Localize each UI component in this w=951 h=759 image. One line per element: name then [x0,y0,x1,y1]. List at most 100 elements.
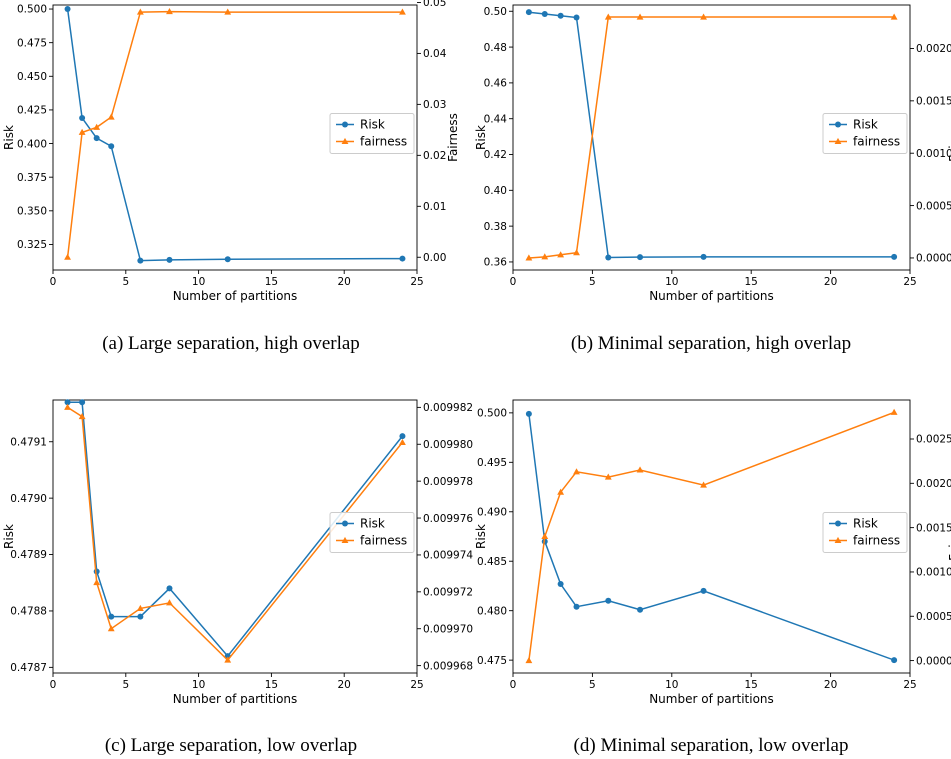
fairness-point [224,656,232,663]
fairness-point [525,254,533,261]
legend-label: fairness [360,135,407,149]
y2-tick-label: 0.009982 [423,402,473,414]
fairness-point [541,532,549,540]
y2-tick-label: 0.0010 [916,148,951,160]
y2-tick-label: 0.009968 [423,660,473,672]
y2-tick-label: 0.009976 [423,513,473,525]
risk-point [166,256,173,263]
legend-box [329,113,415,154]
x-axis-label: Number of partitions [173,289,298,303]
y2-tick-label: 0.01 [423,201,446,213]
x-tick-label: 20 [824,276,837,288]
y-tick-label: 0.475 [477,655,507,667]
series-line-fairness [67,406,403,662]
y2-tick-label: 0.02 [423,150,446,162]
y-tick-label: 0.375 [17,172,47,184]
risk-point [637,606,644,613]
risk-point [557,580,564,587]
risk-point [525,9,532,16]
x-tick-label: 10 [192,276,205,288]
x-tick-label: 10 [665,276,678,288]
y2-tick-label: 0.0015 [916,522,951,534]
risk-point [108,143,115,150]
y2-tick-label: 0.04 [423,48,447,60]
fairness-point [166,8,173,15]
chart-panel-a: 0 5 10 15 20 25 0.325 0.350 0.375 0.400 0.425 0.450… [0,0,475,303]
legend-marker [835,121,841,128]
chart-d: 0 5 10 15 20 25 0.475 0.480 0.485 0.490 0.495 0.500… [474,399,951,706]
fairness-point [93,123,101,130]
x-tick-label: 15 [745,276,758,288]
fairness-point [107,113,115,120]
x-tick-label: 15 [745,679,758,691]
risk-point [79,114,86,121]
x-tick-label: 5 [122,679,129,691]
y-tick-label: 0.4789 [10,549,47,561]
y-tick-label: 0.475 [17,37,47,49]
y2-tick-label: 0.0005 [916,611,951,623]
x-tick-label: 15 [265,679,278,691]
legend-marker [342,520,348,527]
legend-label: fairness [360,534,407,548]
risk-point [637,254,644,261]
caption-d: (d) Minimal separation, low overlap [573,735,849,756]
risk-point [108,613,115,620]
risk-point [399,255,406,262]
series-line-risk [528,413,895,661]
x-tick-label: 5 [589,679,596,691]
fairness-point [636,13,644,20]
y-tick-label: 0.425 [17,105,47,117]
x-axis-label: Number of partitions [649,289,774,303]
legend-box [822,113,908,154]
x-tick-label: 20 [338,679,351,691]
legend-marker [342,121,348,128]
y2-tick-label: 0.009972 [423,587,473,599]
risk-point [224,256,231,263]
x-tick-label: 0 [50,679,57,691]
y2-tick-label: 0.0010 [916,567,951,579]
y-tick-label: 0.44 [484,113,508,125]
risk-point [700,253,707,260]
risk-point [605,254,612,261]
y2-tick-label: 0.009978 [423,476,473,488]
risk-point [891,253,898,260]
risk-point [93,135,100,142]
x-tick-label: 5 [122,276,129,288]
plot-frame [512,4,911,271]
y2-tick-label: 0.0000 [916,655,951,667]
y2-tick-label: 0.009970 [423,623,473,635]
legend-marker [341,536,349,544]
x-tick-label: 10 [192,679,205,691]
legend-label: Risk [360,517,385,531]
y-tick-label: 0.325 [17,239,47,251]
risk-point [166,585,173,592]
risk-point [541,10,548,17]
y-tick-label: 0.500 [17,4,47,16]
risk-point [137,257,144,264]
y-tick-label: 0.350 [17,206,47,218]
risk-point [64,399,71,406]
risk-point [573,603,580,610]
fairness-point [700,481,707,488]
fairness-point [890,13,898,20]
y2-tick-label: 0.0005 [916,200,951,212]
y-tick-label: 0.450 [17,71,47,83]
y-tick-label: 0.50 [484,6,507,18]
fairness-point [136,8,144,15]
legend-marker [835,520,841,527]
y-tick-label: 0.40 [484,185,507,197]
y-tick-label: 0.4791 [10,436,47,448]
y-tick-label: 0.495 [477,457,507,469]
fairness-point [700,13,707,20]
risk-point [399,433,406,440]
y-tick-label: 0.490 [477,506,507,518]
risk-point [573,14,580,21]
chart-c: 0 5 10 15 20 25 0.4787 0.4788 0.4789 0.4790 0.4791… [2,399,473,706]
risk-point [137,613,144,620]
fairness-point [399,8,406,15]
risk-point [64,6,71,13]
y-tick-label: 0.42 [484,149,507,161]
y2-tick-label: 0.0000 [916,253,951,265]
y-axis-label: Risk [2,524,16,549]
fairness-point [399,438,406,445]
